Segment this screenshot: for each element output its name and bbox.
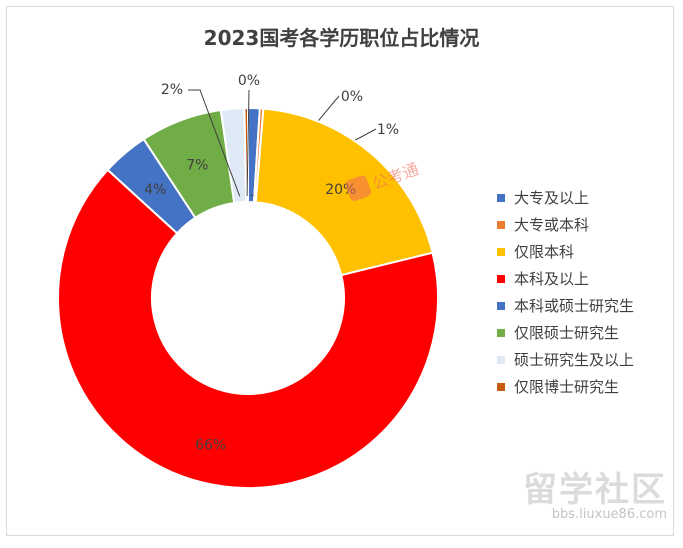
slice-label-1: 0% [341,89,363,105]
slice-2 [254,107,434,277]
legend-item-6: 硕士研究生及以上 [497,346,634,373]
legend-label-1: 大专或本科 [514,216,590,234]
brand-watermark: 留学社区 bbs.liuxue86.com [523,473,667,522]
callout-line-7 [246,89,250,197]
slice-label-5: 7% [186,157,208,173]
legend-item-1: 大专或本科 [497,211,634,238]
legend-item-0: 大专及以上 [497,184,634,211]
legend-item-3: 本科及以上 [497,265,634,292]
legend-label-4: 本科或硕士研究生 [514,297,635,315]
legend-swatch-2 [497,247,505,256]
chart-title: 2023国考各学历职位占比情况 [203,26,480,50]
legend-label-5: 仅限硕士研究生 [514,324,620,342]
legend-label-7: 仅限博士研究生 [514,378,620,396]
slice-label-6: 2% [161,82,183,98]
chart-legend: 大专及以上大专或本科仅限本科本科及以上本科或硕士研究生 仅限硕士研究生 硕士研究生及… [497,184,634,400]
legend-label-0: 大专及以上 [514,189,590,207]
legend-swatch-4 [497,301,505,310]
slice-label-3: 66% [195,437,226,453]
legend-label-3: 本科及以上 [514,270,590,288]
legend-item-4: 本科或硕士研究生 [497,292,634,319]
callout-line-6 [188,89,241,197]
slice-label-7: 0% [238,73,260,89]
brand-name: 留学社区 [523,470,667,510]
brand-url: bbs.liuxue86.com [551,507,667,522]
legend-item-7: 仅限博士研究生 [497,373,634,400]
slice-label-4: 4% [144,182,166,198]
legend-item-2: 仅限本科 [497,238,634,265]
legend-label-6: 硕士研究生及以上 [514,351,635,369]
legend-swatch-5 [497,328,505,337]
legend-swatch-7 [497,382,505,391]
legend-swatch-6 [497,355,505,364]
legend-swatch-1 [497,220,505,229]
legend-swatch-3 [497,274,505,283]
slice-label-0: 1% [377,122,399,138]
slice-3 [57,168,439,489]
legend-item-5: 仅限硕士研究生 [497,319,634,346]
legend-swatch-0 [497,193,505,202]
legend-label-2: 仅限本科 [514,243,575,261]
